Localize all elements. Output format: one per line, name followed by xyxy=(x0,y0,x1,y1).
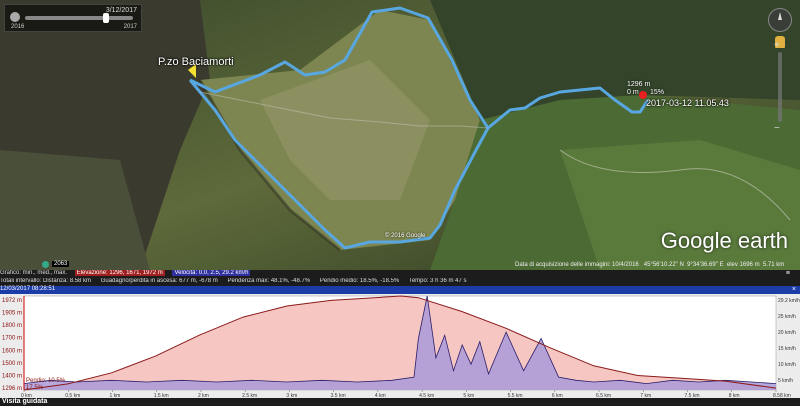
close-icon[interactable]: × xyxy=(791,286,796,293)
distance-tick-label: 0.5 km xyxy=(65,393,80,398)
elevation-profile-chart[interactable]: 1972 m 1905 m 1800 m 1700 m 1600 m 1500 m 1400… xyxy=(0,294,800,398)
end-marker-icon xyxy=(639,91,647,99)
layer-dot-icon xyxy=(42,261,49,268)
profile-range-stats: Totali intervallo: Distanza: 8.58 km Gua… xyxy=(0,278,800,286)
marker-elevation: 1296 m xyxy=(627,81,651,88)
distance-tick-label: 2.5 km xyxy=(242,393,257,398)
elevation-tick-label: 1800 m xyxy=(2,323,22,329)
distance-tick-label: 1.5 km xyxy=(154,393,169,398)
elevation-tick-label: 1296 m xyxy=(2,386,22,392)
elevation-tick-label: 1905 m xyxy=(2,311,22,317)
speed-tick-label: 15 km/h xyxy=(778,346,796,352)
satellite-imagery xyxy=(0,0,800,270)
elevation-line xyxy=(23,295,777,391)
distance-tick-label: 6.5 km xyxy=(596,393,611,398)
speed-tick-label: 29.2 km/h xyxy=(778,298,800,304)
speed-tick-label: 20 km/h xyxy=(778,330,796,336)
profile-footer: Visita guidata xyxy=(0,398,800,406)
elevation-profile-panel[interactable]: Grafico: min., med., max. Elevazione: 12… xyxy=(0,270,800,406)
time-slider-date: 3/12/2017 xyxy=(105,7,137,14)
elevation-tick-label: 1700 m xyxy=(2,336,22,342)
speed-tick-label: 25 km/h xyxy=(778,314,796,320)
cursor-grade-neg-label: 17.5% xyxy=(26,385,44,391)
compass-icon[interactable] xyxy=(768,8,792,32)
distance-tick-label: 7.5 km xyxy=(685,393,700,398)
profile-menu-icon[interactable]: ≡ xyxy=(785,270,790,277)
distance-tick-label: 8 km xyxy=(729,393,740,398)
time-slider-track[interactable] xyxy=(25,16,133,20)
selected-time-bar: 12/03/2017 08:28:51 × xyxy=(0,286,800,294)
time-slider[interactable]: 3/12/2017 2016 2017 xyxy=(4,4,142,32)
distance-tick-label: 5 km xyxy=(463,393,474,398)
speed-tick-label: 10 km/h xyxy=(778,362,796,368)
distance-tick-label: 3.5 km xyxy=(331,393,346,398)
marker-timestamp: 2017-03-12 11.05.43 xyxy=(646,98,729,108)
elevation-tick-label: 1972 m xyxy=(2,298,22,304)
zoom-slider[interactable] xyxy=(774,40,782,134)
map-badge: 2063 xyxy=(52,261,70,267)
distance-tick-label: 5.5 km xyxy=(508,393,523,398)
speed-line xyxy=(23,295,777,385)
distance-tick-label: 6 km xyxy=(552,393,563,398)
distance-tick-label: 2 km xyxy=(198,393,209,398)
profile-header-stats: Grafico: min., med., max. Elevazione: 12… xyxy=(0,270,800,278)
selected-time: 12/03/2017 08:28:51 xyxy=(0,286,56,292)
place-label: P.zo Baciamorti xyxy=(158,56,234,68)
time-slider-thumb[interactable] xyxy=(103,13,109,23)
distance-tick-label: 4.5 km xyxy=(419,393,434,398)
elevation-tick-label: 1400 m xyxy=(2,373,22,379)
speed-tick-label: 5 km/h xyxy=(778,378,793,384)
time-slider-start: 2016 xyxy=(11,24,25,30)
elevation-area xyxy=(24,296,776,390)
track-label: © 2016 Google xyxy=(385,233,426,239)
distance-tick-label: 7 km xyxy=(640,393,651,398)
gps-track xyxy=(188,6,490,250)
distance-tick-label: 4 km xyxy=(375,393,386,398)
speed-stat[interactable]: Velocità: 0.0, 2.5, 29.2 km/h xyxy=(172,270,251,276)
guided-tour-button[interactable]: Visita guidata xyxy=(2,398,48,405)
street-view-pegman-icon[interactable] xyxy=(775,36,785,48)
status-bar: Data di acquisizione delle immagini: 10/… xyxy=(515,262,785,268)
cursor-grade-label: Pendio: 10.5% xyxy=(26,378,66,384)
distance-tick-label: 3 km xyxy=(286,393,297,398)
distance-tick-label: 0 km xyxy=(21,393,32,398)
elevation-stat[interactable]: Elevazione: 1296, 1671, 1972 m xyxy=(74,270,165,276)
marker-grade: 15% xyxy=(650,89,665,96)
elevation-tick-label: 1600 m xyxy=(2,348,22,354)
start-flag-icon xyxy=(188,64,196,78)
marker-distance: 0 m xyxy=(627,89,639,96)
map-view[interactable]: 3/12/2017 2016 2017 P.zo Baciamorti 1296… xyxy=(0,0,800,270)
clock-icon[interactable] xyxy=(10,12,20,22)
distance-tick-label: 1 km xyxy=(109,393,120,398)
time-slider-end: 2017 xyxy=(123,24,137,30)
distance-tick-label: 8.58 km xyxy=(773,393,791,398)
navigation-controls[interactable] xyxy=(768,8,792,134)
google-earth-logo: Google earth xyxy=(660,228,788,253)
elevation-tick-label: 1500 m xyxy=(2,361,22,367)
